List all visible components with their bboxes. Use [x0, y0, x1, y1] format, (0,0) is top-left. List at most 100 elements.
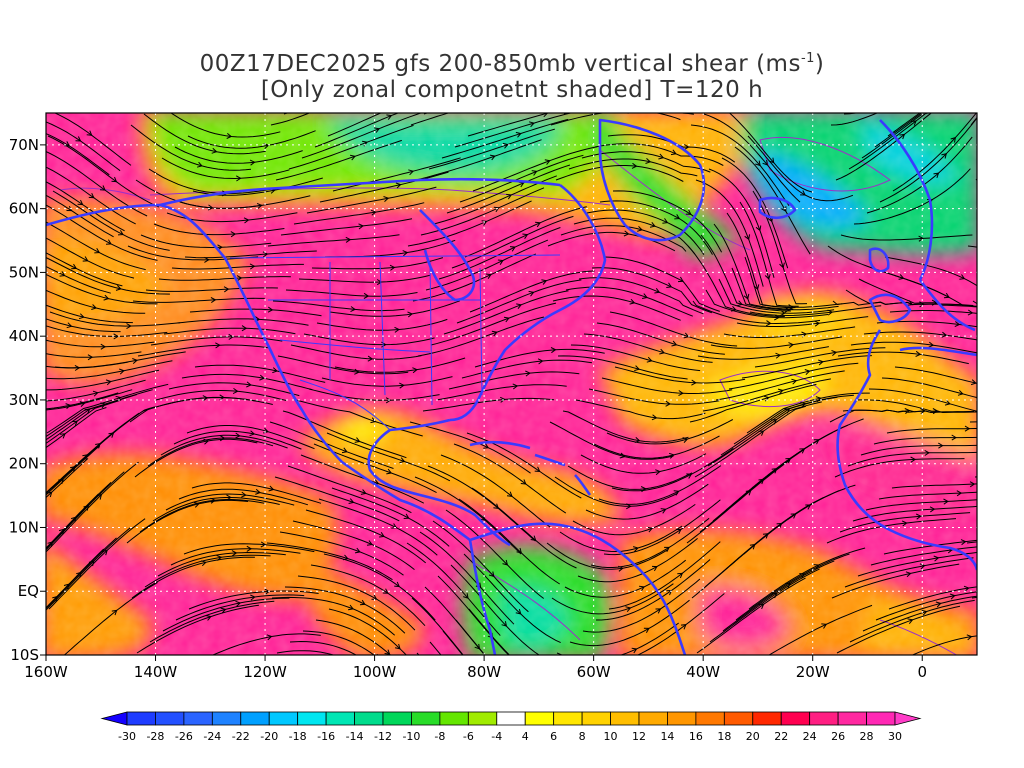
- streamline-117: [744, 256, 843, 308]
- streamline-123: [451, 215, 574, 269]
- streamline-arrow: [753, 284, 760, 291]
- streamline-242: [326, 432, 451, 482]
- streamline-91: [433, 175, 557, 225]
- streamline-49: [148, 168, 276, 194]
- streamline-166: [876, 320, 977, 328]
- streamline-369: [188, 590, 319, 610]
- streamline-128: [46, 289, 146, 314]
- streamline-32: [46, 151, 148, 217]
- streamline-366: [831, 563, 960, 599]
- streamline-127: [1012, 268, 1024, 307]
- streamline-arrow: [399, 382, 405, 389]
- streamline-376: [46, 527, 131, 611]
- streamline-arrow: [272, 367, 278, 374]
- streamline-arrow: [241, 491, 247, 498]
- streamline-325: [686, 459, 791, 544]
- streamline-arrow: [827, 309, 834, 316]
- streamline-arrow: [509, 246, 516, 252]
- streamline-arrow: [781, 206, 787, 213]
- streamline-arrow: [78, 313, 85, 320]
- streamline-arrow: [370, 209, 377, 216]
- streamline-arrow: [743, 293, 750, 300]
- streamline-arrow: [366, 66, 371, 71]
- lat-tick-label: 40N: [9, 327, 39, 345]
- streamline-271: [988, 458, 1024, 466]
- streamline-33: [174, 146, 303, 164]
- streamline-arrow: [512, 383, 519, 390]
- streamline-209: [168, 382, 300, 397]
- streamline-arrow: [193, 501, 200, 508]
- streamline-arrow: [46, 491, 53, 498]
- streamline-241: [186, 425, 315, 450]
- streamline-arrow: [964, 425, 971, 432]
- colorbar-swatch-1: [155, 711, 185, 726]
- streamline-arrow: [765, 320, 772, 327]
- streamline-arrow: [255, 488, 261, 495]
- streamline-346: [297, 575, 416, 631]
- streamline-arrow: [87, 354, 94, 361]
- streamline-354: [284, 586, 406, 634]
- streamline-328: [46, 461, 139, 553]
- streamline-223: [996, 391, 1024, 404]
- streamline-arrow: [501, 621, 508, 627]
- streamline-282: [331, 487, 450, 547]
- streamline-370: [328, 608, 407, 655]
- streamline-330: [323, 553, 436, 621]
- streamline-arrow: [391, 523, 398, 529]
- streamline-406: [836, 605, 961, 654]
- streamline-arrow: [117, 230, 124, 236]
- streamline-arrow: [515, 131, 522, 138]
- streamline-arrow: [963, 585, 970, 592]
- streamline-arrow: [528, 290, 535, 297]
- streamline-arrow: [537, 358, 544, 365]
- streamline-185: [137, 344, 270, 357]
- streamline-289: [178, 488, 309, 506]
- streamline-4: [577, 96, 707, 110]
- streamline-399: [990, 642, 1024, 699]
- streamline-17: [130, 124, 252, 171]
- streamline-394: [289, 640, 358, 655]
- streamline-102: [840, 234, 973, 241]
- streamline-arrow: [358, 223, 364, 230]
- streamline-arrow: [664, 546, 670, 553]
- streamline-181: [710, 336, 843, 349]
- streamline-297: [165, 493, 295, 511]
- streamline-arrow: [493, 503, 500, 510]
- streamline-103: [981, 174, 1024, 235]
- streamline-138: [285, 289, 418, 297]
- streamline-arrow: [348, 498, 355, 504]
- streamline-arrow: [634, 365, 641, 372]
- streamline-arrow: [649, 221, 656, 228]
- streamline-arrow: [651, 414, 658, 421]
- streamline-316: [559, 525, 683, 553]
- colorbar-label: -28: [146, 730, 164, 743]
- lat-tick-label: 10N: [9, 518, 39, 536]
- streamline-arrow: [249, 430, 256, 437]
- lon-tick-label: 120W: [243, 663, 287, 681]
- colorbar-label: -24: [203, 730, 221, 743]
- streamline-5: [728, 113, 813, 193]
- colorbar: -30 -28 -26 -24 -22 -20 -18 -16 -14 -12 -10 -8 -6 -4 4…: [100, 711, 922, 743]
- streamline-arrow: [970, 379, 977, 386]
- streamline-236: [549, 421, 674, 460]
- streamline-arrow: [904, 408, 911, 414]
- streamline-arrow: [937, 98, 942, 103]
- streamline-203: [461, 359, 593, 379]
- colorbar-label: -22: [232, 730, 250, 743]
- streamline-arrow: [677, 276, 684, 283]
- colorbar-swatch-17: [610, 711, 640, 726]
- streamline-arrow: [226, 133, 233, 139]
- streamline-108: [547, 231, 676, 252]
- streamline-6: [857, 57, 980, 103]
- colorbar-swatch-16: [581, 711, 611, 726]
- streamline-arrow: [382, 588, 389, 594]
- streamline-arrow: [363, 292, 370, 299]
- streamline-arrow: [481, 220, 488, 226]
- streamline-233: [129, 396, 257, 423]
- streamline-232: [46, 392, 119, 410]
- streamline-arrow: [762, 159, 769, 166]
- colorbar-swatch-0: [126, 711, 156, 726]
- streamline-161: [176, 318, 309, 326]
- streamline-arrow: [235, 175, 242, 182]
- political-borders: [229, 254, 561, 431]
